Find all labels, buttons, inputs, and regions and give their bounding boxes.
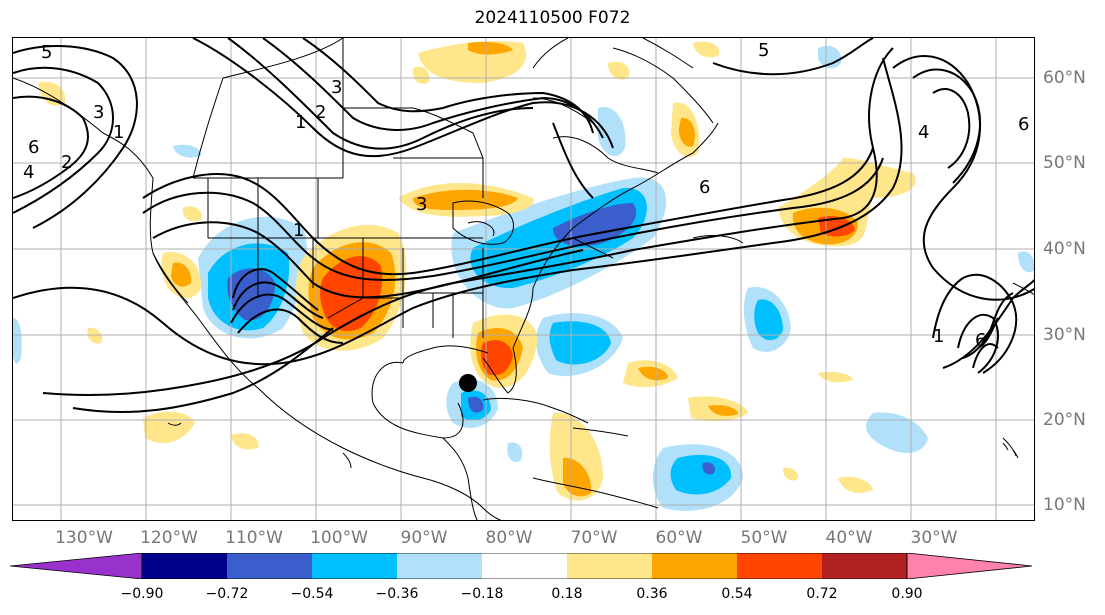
colorbar-swatch	[822, 553, 907, 579]
contour-label: 2	[315, 102, 326, 123]
map-canvas: 5 6 3 4 2 1 1 2 3 1 3 6 5 4 6 1 6	[13, 38, 1034, 520]
lon-label: 60°W	[655, 528, 703, 548]
contour-label-group: 5 6 3 4 2 1 1 2 3 1 3 6 5 4 6 1 6	[23, 40, 1029, 351]
lat-label: 30°N	[1043, 325, 1086, 345]
height-contours	[13, 38, 1034, 413]
storm-center-dot	[459, 374, 477, 392]
colorbar-tick-label: 0.90	[891, 586, 923, 602]
colorbar-swatch	[482, 553, 567, 579]
lat-label: 60°N	[1043, 68, 1086, 88]
contour-label: 3	[331, 77, 342, 98]
contour-label: 4	[23, 162, 34, 183]
colorbar-swatch	[397, 553, 482, 579]
lon-label: 110°W	[225, 528, 283, 548]
lat-label: 40°N	[1043, 239, 1086, 259]
colorbar-swatch	[227, 553, 312, 579]
colorbar-tick-label: −0.36	[375, 586, 419, 602]
graticule	[13, 38, 1034, 520]
colorbar-swatch	[10, 553, 143, 579]
lon-label: 50°W	[740, 528, 788, 548]
contour-label: 2	[61, 152, 72, 173]
contour-label: 4	[918, 122, 929, 143]
contour-label: 1	[295, 112, 306, 133]
colorbar-tick-label: 0.18	[551, 586, 583, 602]
lon-label: 90°W	[400, 528, 448, 548]
lat-label: 50°N	[1043, 153, 1086, 173]
lon-label: 40°W	[825, 528, 873, 548]
coastlines	[13, 38, 1034, 520]
lon-label: 120°W	[140, 528, 198, 548]
contour-label: 1	[933, 326, 944, 347]
lon-label: 130°W	[55, 528, 113, 548]
contour-label: 1	[293, 220, 304, 241]
lon-label: 80°W	[485, 528, 533, 548]
colorbar-swatch	[142, 553, 227, 579]
colorbar-tick-label: 0.72	[806, 586, 838, 602]
colorbar	[10, 553, 1033, 579]
contour-label: 6	[1018, 114, 1029, 135]
colorbar-tick-label: 0.36	[636, 586, 668, 602]
colorbar-swatch	[737, 553, 822, 579]
map-panel: 5 6 3 4 2 1 1 2 3 1 3 6 5 4 6 1 6	[12, 37, 1035, 521]
lon-label: 30°W	[910, 528, 958, 548]
colorbar-tick-label: −0.18	[460, 586, 504, 602]
lat-label: 10°N	[1043, 495, 1086, 515]
contour-label: 6	[699, 177, 710, 198]
contour-label: 6	[975, 330, 986, 351]
colorbar-swatch	[567, 553, 652, 579]
colorbar-tick-label: −0.72	[205, 586, 249, 602]
anomaly-fills	[13, 41, 1034, 511]
contour-label: 1	[113, 122, 124, 143]
contour-label: 3	[93, 102, 104, 123]
colorbar-swatch	[312, 553, 397, 579]
lon-label: 100°W	[310, 528, 368, 548]
contour-label: 5	[41, 42, 52, 63]
map-title: 2024110500 F072	[474, 8, 631, 28]
colorbar-tick-label: 0.54	[721, 586, 753, 602]
contour-label: 5	[758, 40, 769, 61]
lat-label: 20°N	[1043, 410, 1086, 430]
colorbar-tick-label: −0.54	[290, 586, 334, 602]
contour-label: 6	[28, 137, 39, 158]
lon-label: 70°W	[570, 528, 618, 548]
contour-label: 3	[416, 194, 427, 215]
colorbar-swatch	[906, 553, 1033, 579]
colorbar-tick-label: −0.90	[120, 586, 164, 602]
colorbar-swatch	[652, 553, 737, 579]
